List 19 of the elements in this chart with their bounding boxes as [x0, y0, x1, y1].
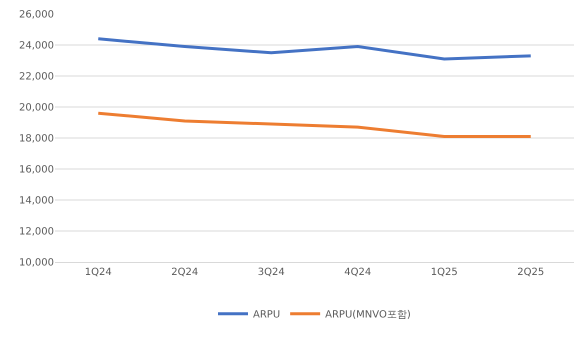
- y-tick-label: 26,000: [19, 10, 54, 20]
- legend-label: ARPU(MNVO포함): [325, 310, 411, 321]
- y-tick-label: 10,000: [19, 258, 54, 268]
- x-tick-label: 2Q24: [171, 267, 198, 278]
- x-tick-label: 3Q24: [258, 267, 285, 278]
- y-tick-label: 24,000: [19, 40, 54, 52]
- y-tick-label: 18,000: [19, 134, 54, 144]
- y-tick-label: 20,000: [19, 102, 54, 114]
- y-tick-label: 16,000: [19, 164, 54, 176]
- y-tick-label: 22,000: [19, 72, 54, 82]
- line-series: [96, 37, 532, 60]
- y-tick-label: 12,000: [19, 226, 54, 238]
- x-tick-label: 4Q24: [344, 267, 372, 278]
- x-tick-label: 2Q25: [517, 267, 544, 278]
- y-tick-label: 14,000: [19, 196, 54, 206]
- x-tick-label: 1Q24: [84, 267, 112, 278]
- x-tick-label: 1Q25: [430, 267, 458, 278]
- legend-label: ARPU: [253, 310, 280, 321]
- line-series: [96, 112, 532, 138]
